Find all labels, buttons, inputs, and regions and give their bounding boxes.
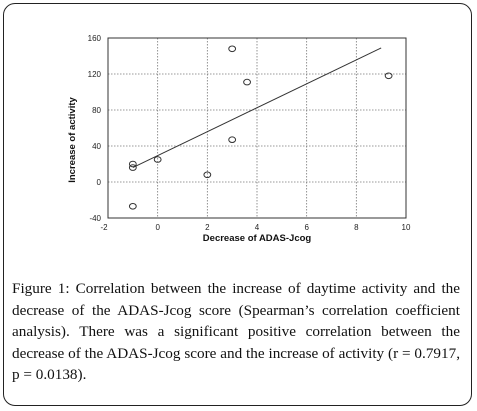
- data-point: [153, 156, 162, 163]
- x-tick-label: 10: [402, 223, 411, 232]
- figure-caption: Figure 1: Correlation between the increa…: [12, 280, 460, 383]
- plot-area-border: [107, 37, 407, 219]
- y-tick-labels: -40 0 40 80 120 160: [88, 34, 102, 223]
- data-point: [228, 45, 237, 53]
- x-tick-label: 6: [304, 223, 309, 232]
- y-tick-label: 120: [88, 70, 102, 79]
- x-tick-label: -2: [100, 223, 108, 232]
- y-tick-label: 160: [88, 34, 102, 43]
- scatter-chart: -40 0 40 80 120 160 -2 0 2 4 6 8 10 Decrease of ADA…: [67, 34, 411, 244]
- data-point: [128, 164, 137, 171]
- data-point: [243, 78, 251, 86]
- y-tick-label: 80: [92, 106, 101, 115]
- y-tick-label: -40: [89, 214, 101, 223]
- y-axis-label: Increase of activity: [67, 97, 78, 183]
- y-tick-label: 0: [97, 178, 102, 187]
- regression-line: [132, 47, 382, 169]
- x-axis-label: Decrease of ADAS-Jcog: [203, 233, 312, 244]
- data-point: [128, 160, 137, 168]
- data-point: [384, 72, 393, 80]
- y-tick-label: 40: [92, 142, 101, 151]
- data-points: [128, 45, 393, 210]
- data-point: [203, 171, 212, 179]
- figure-frame: [3, 3, 472, 406]
- x-tick-label: 8: [354, 223, 359, 232]
- trendline-group: [132, 47, 382, 169]
- x-tick-label: 2: [205, 223, 210, 232]
- data-point: [228, 136, 237, 143]
- x-tick-label: 0: [155, 223, 160, 232]
- x-tick-label: 4: [255, 223, 260, 232]
- x-tick-labels: -2 0 2 4 6 8 10: [100, 223, 411, 232]
- data-point: [128, 203, 137, 210]
- grid: [108, 38, 406, 218]
